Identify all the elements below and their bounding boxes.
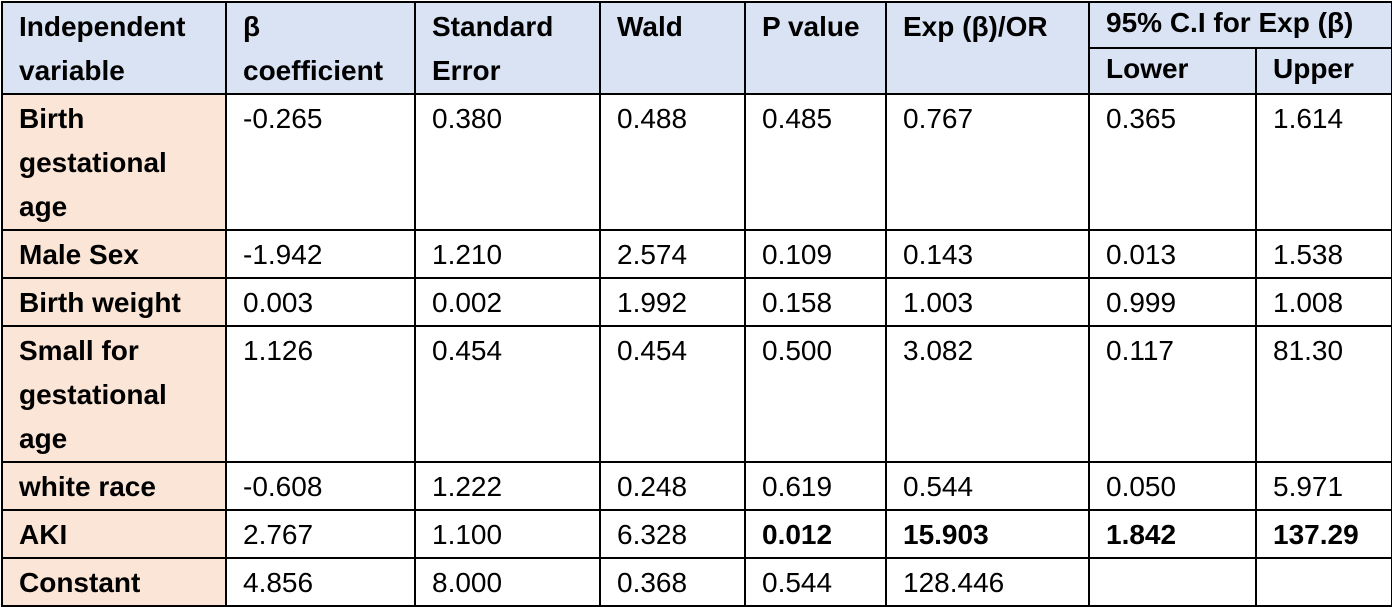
cell-exp-beta-or: 3.082 [885, 325, 1090, 463]
cell-ci-lower: 0.013 [1088, 229, 1257, 279]
row-label-text: gestational [19, 147, 167, 178]
cell-ci-lower: 0.050 [1088, 461, 1257, 511]
cell-ci-lower: 1.842 [1088, 509, 1257, 559]
cell-standard-error: 1.100 [414, 509, 601, 559]
header-text: Standard [432, 11, 554, 42]
cell-exp-beta-or: 0.767 [885, 93, 1090, 231]
header-exp-beta-or: Exp (β)/OR [885, 1, 1090, 95]
cell-wald: 0.368 [599, 557, 746, 607]
header-row: Independent variable β coefficient Stand… [1, 1, 1392, 95]
cell-standard-error: 1.222 [414, 461, 601, 511]
cell-p-value: 0.158 [744, 277, 887, 327]
cell-ci-upper: 81.30 [1254, 325, 1392, 463]
cell-beta: -1.942 [225, 229, 416, 279]
cell-exp-beta-or: 0.544 [885, 461, 1090, 511]
header-standard-error: Standard Error [414, 1, 601, 95]
row-label-text: Small for [19, 335, 139, 366]
cell-wald: 0.454 [599, 325, 746, 463]
cell-ci-upper: 5.971 [1254, 461, 1392, 511]
row-label-text: gestational [19, 379, 167, 410]
header-independent-variable: Independent variable [1, 1, 227, 95]
row-label-text: age [19, 423, 68, 454]
header-text: coefficient [243, 55, 384, 86]
cell-standard-error: 1.210 [414, 229, 601, 279]
cell-wald: 6.328 [599, 509, 746, 559]
cell-ci-upper: 1.538 [1254, 229, 1392, 279]
header-ci-group: 95% C.I for Exp (β) [1087, 1, 1392, 49]
cell-beta: 0.003 [225, 277, 416, 327]
cell-p-value: 0.109 [744, 229, 887, 279]
cell-exp-beta-or: 1.003 [885, 277, 1090, 327]
table-row: white race -0.608 1.222 0.248 0.619 0.54… [1, 461, 1392, 511]
header-ci-upper: Upper [1254, 47, 1392, 95]
header-text: β [243, 11, 261, 42]
header-ci-lower: Lower [1088, 47, 1257, 95]
table-row: Male Sex -1.942 1.210 2.574 0.109 0.143 … [1, 229, 1392, 279]
cell-standard-error: 0.002 [414, 277, 601, 327]
cell-exp-beta-or: 0.143 [885, 229, 1090, 279]
cell-ci-lower: 0.365 [1088, 93, 1257, 231]
header-text: Error [432, 55, 501, 86]
table-row: Birth gestational age -0.265 0.380 0.488… [1, 93, 1392, 231]
cell-beta: -0.265 [225, 93, 416, 231]
cell-standard-error: 0.380 [414, 93, 601, 231]
cell-exp-beta-or: 15.903 [885, 509, 1090, 559]
row-label: white race [1, 461, 227, 511]
header-text: variable [19, 55, 125, 86]
cell-beta: 4.856 [225, 557, 416, 607]
cell-wald: 0.248 [599, 461, 746, 511]
cell-ci-upper: 1.614 [1254, 93, 1392, 231]
cell-p-value: 0.485 [744, 93, 887, 231]
cell-p-value: 0.619 [744, 461, 887, 511]
table-row: Birth weight 0.003 0.002 1.992 0.158 1.0… [1, 277, 1392, 327]
cell-ci-upper [1254, 557, 1392, 607]
header-p-value: P value [744, 1, 887, 95]
cell-standard-error: 0.454 [414, 325, 601, 463]
cell-ci-lower: 0.117 [1088, 325, 1257, 463]
header-wald: Wald [599, 1, 746, 95]
cell-wald: 0.488 [599, 93, 746, 231]
row-label-text: Birth [19, 103, 85, 134]
cell-wald: 1.992 [599, 277, 746, 327]
header-subrow: Lower Upper [2, 47, 1392, 95]
cell-exp-beta-or: 128.446 [885, 557, 1090, 607]
row-label: Birth gestational age [1, 93, 227, 231]
cell-p-value: 0.500 [744, 325, 887, 463]
cell-ci-upper: 137.29 [1254, 509, 1392, 559]
table-row: Small for gestational age 1.126 0.454 0.… [1, 325, 1392, 463]
cell-p-value: 0.544 [744, 557, 887, 607]
cell-beta: 2.767 [225, 509, 416, 559]
table-row: AKI 2.767 1.100 6.328 0.012 15.903 1.842… [1, 509, 1392, 559]
table-row: Constant 4.856 8.000 0.368 0.544 128.446 [1, 557, 1392, 607]
header-text: Independent [19, 11, 186, 42]
cell-ci-upper: 1.008 [1254, 277, 1392, 327]
row-label: Male Sex [1, 229, 227, 279]
cell-beta: 1.126 [225, 325, 416, 463]
cell-standard-error: 8.000 [414, 557, 601, 607]
row-label: Birth weight [1, 277, 227, 327]
cell-ci-lower: 0.999 [1088, 277, 1257, 327]
header-beta-coefficient: β coefficient [225, 1, 416, 95]
row-label: Small for gestational age [1, 325, 227, 463]
cell-beta: -0.608 [225, 461, 416, 511]
cell-wald: 2.574 [599, 229, 746, 279]
row-label-text: age [19, 191, 68, 222]
row-label: AKI [1, 509, 227, 559]
cell-p-value: 0.012 [744, 509, 887, 559]
row-label: Constant [1, 557, 227, 607]
cell-ci-lower [1088, 557, 1257, 607]
